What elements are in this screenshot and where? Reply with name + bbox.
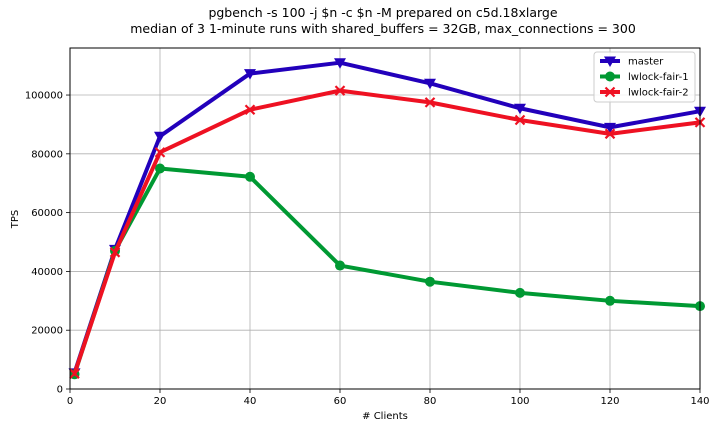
legend-marker-lwlock-fair-1 xyxy=(605,71,615,82)
y-tick-label: 100000 xyxy=(25,91,63,102)
data-point-lwlock-fair-1 xyxy=(515,287,525,298)
legend-label-master: master xyxy=(628,57,664,68)
series-layer xyxy=(68,58,706,380)
y-tick-label: 80000 xyxy=(31,149,63,160)
x-tick-label: 80 xyxy=(424,396,437,407)
x-tick-label: 140 xyxy=(690,396,709,407)
x-tick-label: 60 xyxy=(334,396,347,407)
y-tick-label: 0 xyxy=(57,385,63,396)
data-point-lwlock-fair-2 xyxy=(69,368,80,379)
legend-box xyxy=(593,51,696,103)
x-tick-label: 40 xyxy=(244,396,257,407)
legend-label-lwlock-fair-2: lwlock-fair-2 xyxy=(628,88,689,99)
data-point-master xyxy=(154,131,166,143)
data-point-lwlock-fair-1 xyxy=(155,163,165,174)
data-point-master xyxy=(424,78,436,90)
plot-frame xyxy=(69,47,701,390)
chart-subtitle: median of 3 1-minute runs with shared_bu… xyxy=(130,21,636,36)
data-point-master xyxy=(604,122,616,134)
x-tick-label: 20 xyxy=(154,396,167,407)
data-point-master xyxy=(514,103,526,115)
data-point-master xyxy=(244,69,256,80)
data-point-lwlock-fair-2 xyxy=(109,247,121,258)
x-tick-label: 0 xyxy=(67,396,73,407)
data-point-master xyxy=(334,58,346,69)
y-axis-label: TPS xyxy=(10,210,21,230)
legend: master lwlock-fair-1 lwlock-fair-2 xyxy=(593,51,696,103)
legend-label-lwlock-fair-1: lwlock-fair-1 xyxy=(628,72,689,83)
data-point-lwlock-fair-2 xyxy=(604,128,616,140)
data-point-lwlock-fair-2 xyxy=(424,97,436,108)
chart-title: pgbench -s 100 -j $n -c $n -M prepared o… xyxy=(208,5,557,20)
legend-marker-master xyxy=(604,56,616,67)
y-tick-label: 60000 xyxy=(31,208,63,219)
data-point-lwlock-fair-2 xyxy=(244,104,256,116)
x-tick-label: 100 xyxy=(510,396,529,407)
data-point-lwlock-fair-2 xyxy=(334,85,346,96)
data-point-lwlock-fair-1 xyxy=(335,260,345,271)
data-point-lwlock-fair-1 xyxy=(605,295,615,306)
legend-marker-lwlock-fair-2 xyxy=(604,86,616,98)
x-tick-label: 120 xyxy=(600,396,619,407)
data-point-lwlock-fair-2 xyxy=(514,114,526,126)
data-point-lwlock-fair-1 xyxy=(425,276,435,287)
series-line-master xyxy=(72,60,702,375)
y-tick-label: 20000 xyxy=(31,326,63,337)
data-point-lwlock-fair-2 xyxy=(154,147,166,158)
x-axis-label: # Clients xyxy=(362,411,408,422)
tick-labels: 0 20 40 60 80 100 120 140 0 20000 40000 60000 80000 1… xyxy=(25,91,710,407)
data-point-lwlock-fair-1 xyxy=(245,171,255,182)
series-line-lwlock-fair-2 xyxy=(72,88,702,376)
y-tick-label: 40000 xyxy=(31,267,63,278)
